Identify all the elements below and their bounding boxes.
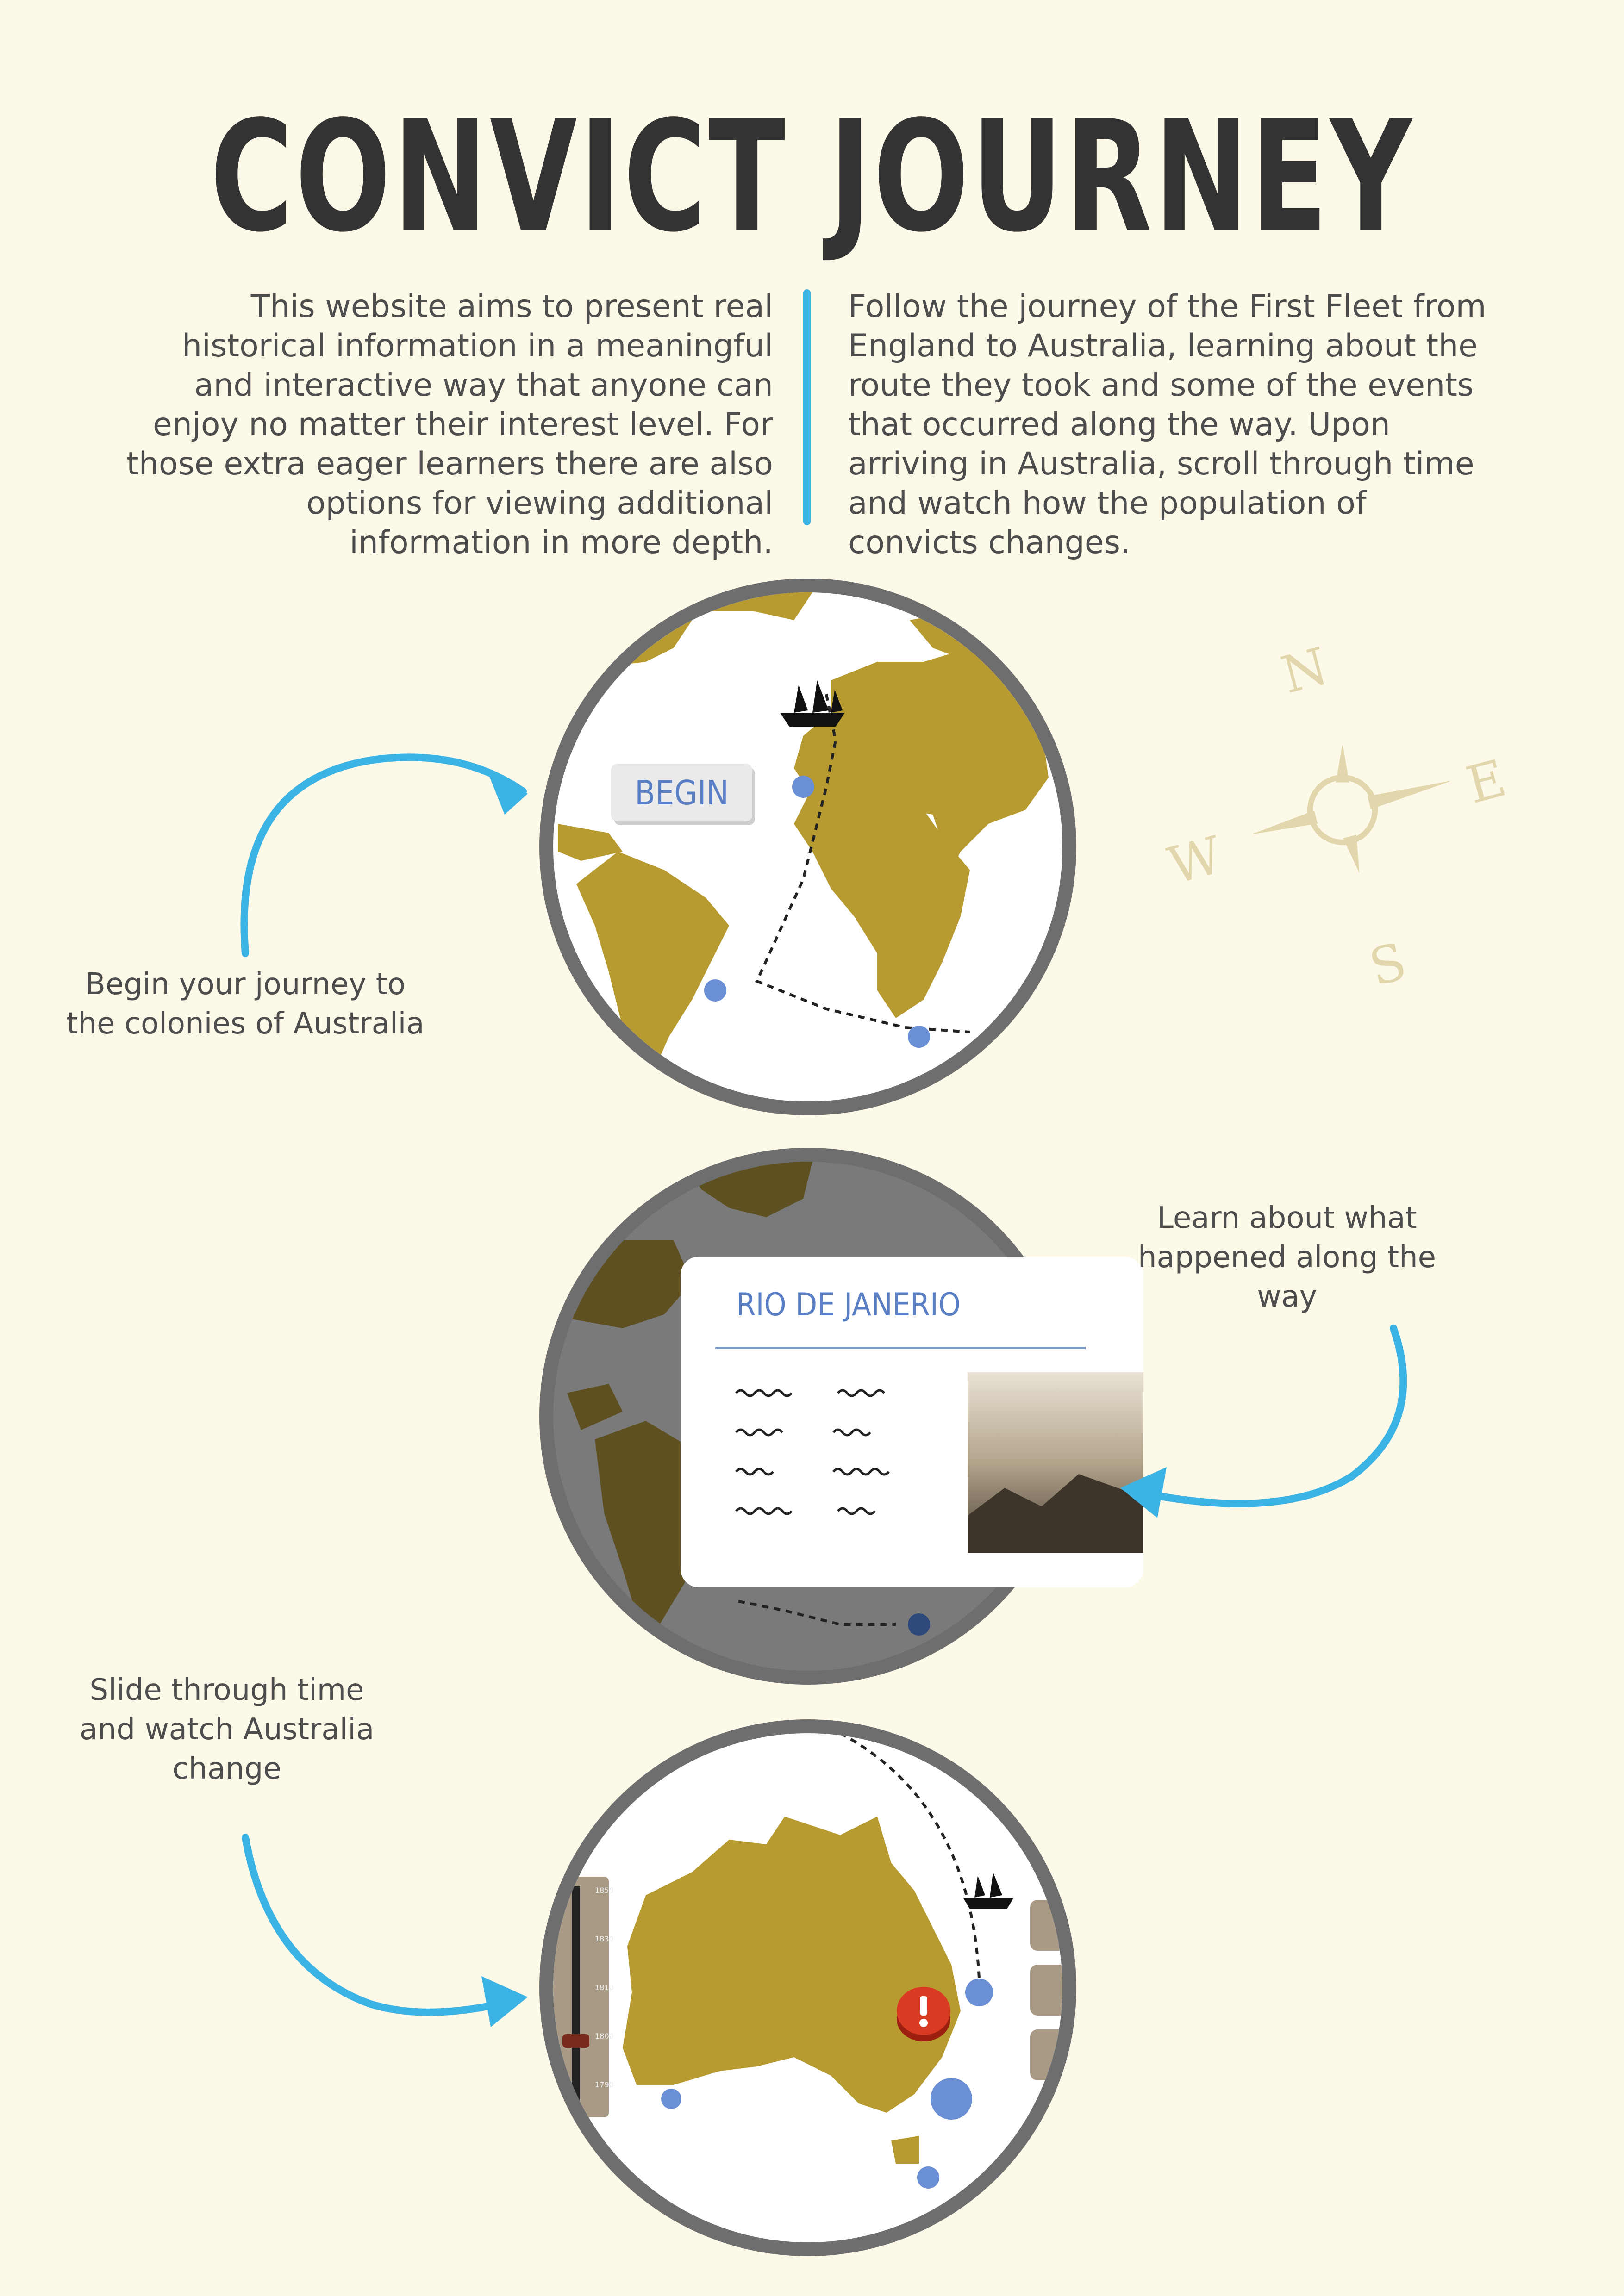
australia-map [553,1733,1062,2189]
compass-icon [1253,745,1450,873]
caption-begin: Begin your journey to the colonies of Au… [66,967,425,1041]
arrow-icon [242,1834,528,2027]
ship-icon [780,680,845,727]
timeline-year: 1810 [595,1983,614,1992]
intro-right-text: Follow the journey of the First Fleet fr… [848,288,1487,561]
divider [803,289,811,525]
world-map [558,592,1049,1078]
intro-left-text: This website aims to present real histor… [126,288,773,561]
timeline-year: 1790 [595,2080,614,2089]
caption-slide: Slide through time and watch Australia c… [79,1673,375,1786]
begin-button[interactable]: BEGIN [611,764,752,821]
alert-icon[interactable] [897,1987,950,2041]
arrow-icon [1120,1325,1407,1518]
timeline-slider[interactable] [553,1877,609,2117]
info-card-title: RIO DE JANERIO [736,1287,961,1323]
info-card-body [735,1372,1143,1553]
side-tabs[interactable] [1030,1900,1062,2080]
timeline-year: 1830 [595,1935,614,1943]
page-title: CONVICT JOURNEY [210,88,1414,266]
ship-icon [963,1872,1014,1909]
arrow-icon [240,753,528,957]
info-card[interactable] [681,1257,1143,1587]
caption-learn: Learn about what happened along the way [1137,1201,1437,1314]
begin-screen-preview [539,579,1076,1115]
info-card-divider [715,1347,1086,1349]
timeline-year: 1850 [595,1886,614,1895]
timeline-screen-preview [539,1719,1076,2256]
timeline-year: 1800 [595,2032,614,2041]
